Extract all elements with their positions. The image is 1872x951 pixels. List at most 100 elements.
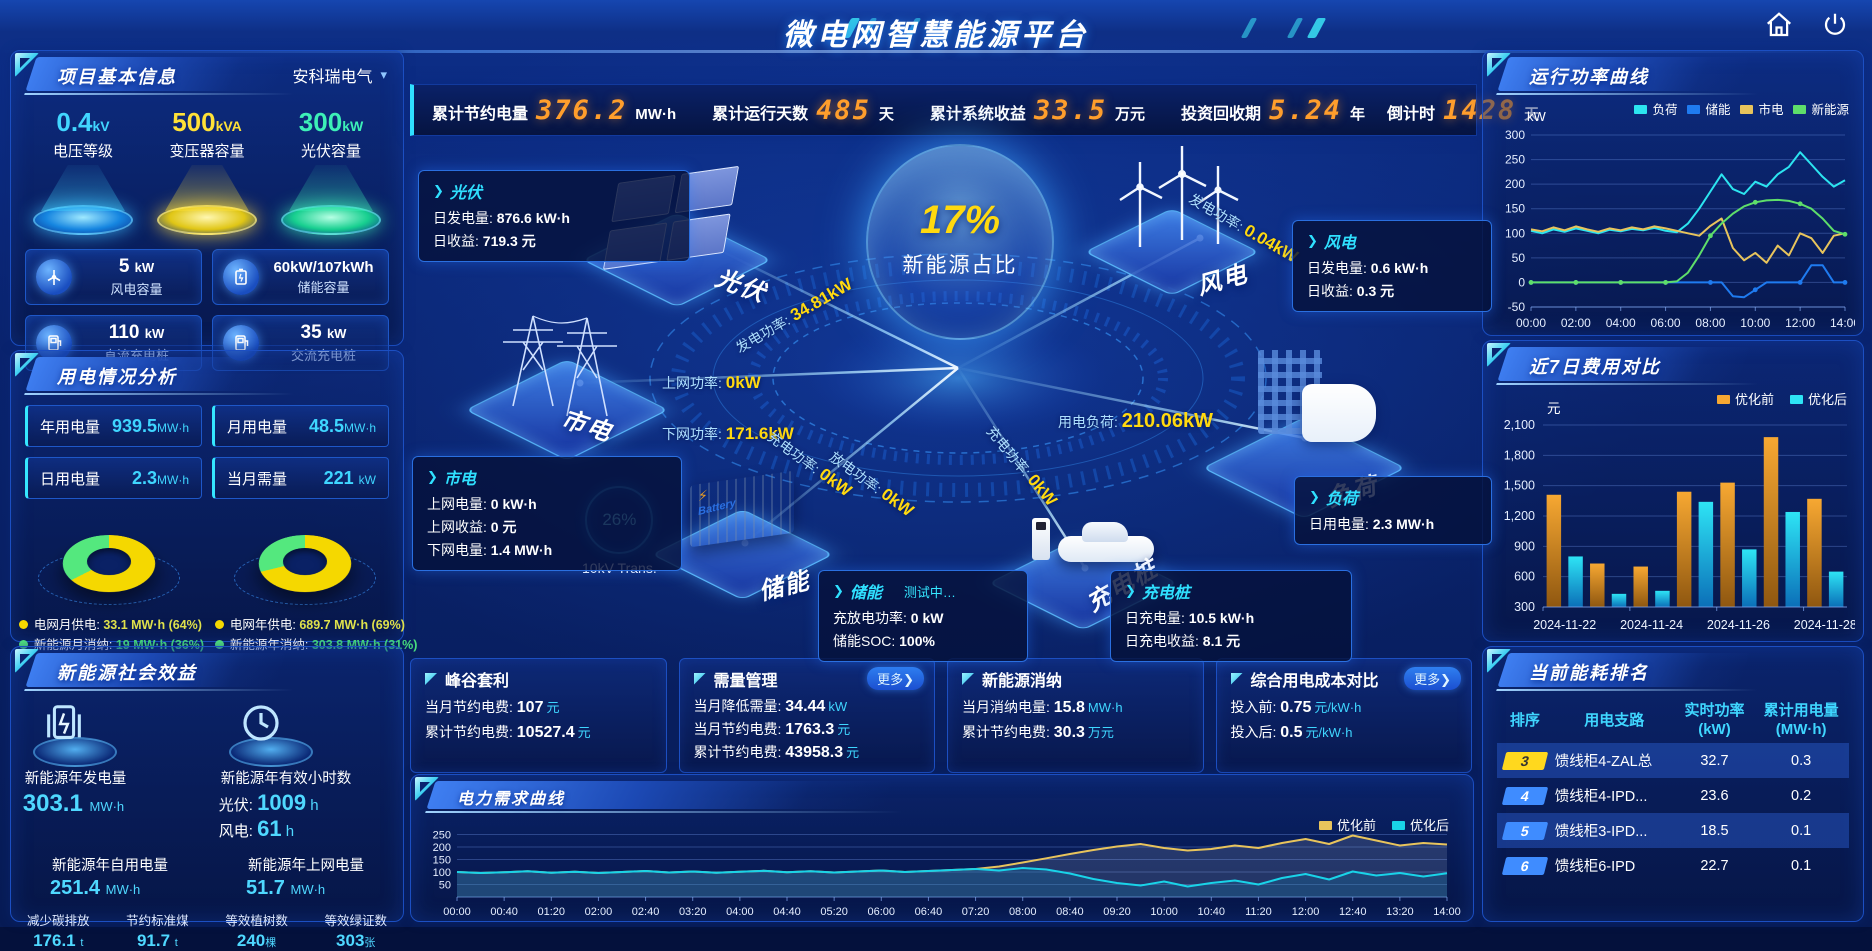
legend-item: 优化前 — [1716, 389, 1774, 408]
svg-text:04:40: 04:40 — [773, 906, 801, 918]
flow-to-grid-power: 上网功率: 0kW — [662, 373, 761, 392]
supply-donuts: 电网月供电: 33.1 MW·h (64%) 新能源月消纳: 19 MW·h (… — [11, 499, 417, 655]
svg-text:14:00: 14:00 — [1433, 906, 1461, 918]
panel-header: 项目基本信息 安科瑞电气 ▾ — [15, 53, 393, 91]
stat-year-usage: 年用电量 939.5MW·h — [25, 405, 202, 447]
legend-item: 市电 — [1740, 99, 1783, 118]
rank-badge: 3 — [1501, 751, 1549, 770]
panel-title: 新能源社会效益 — [57, 663, 197, 683]
svg-text:08:40: 08:40 — [1056, 906, 1084, 918]
wind-turbines-icon — [1110, 132, 1240, 257]
svg-text:06:00: 06:00 — [868, 906, 896, 918]
annual-generation: 新能源年发电量 303.1 MW·h — [23, 699, 195, 842]
card-cost-comparison: 综合用电成本对比 更多❯ 投入前: 0.75 元/kW·h 投入后: 0.5 元/k… — [1215, 658, 1472, 773]
svg-text:900: 900 — [1514, 539, 1535, 553]
transmission-tower-icon — [485, 286, 645, 431]
svg-text:05:20: 05:20 — [820, 906, 848, 918]
benefit-cards-row: 峰谷套利 当月节约电费: 107 元 累计节约电费: 10527.4 元 需量管理 … — [410, 658, 1472, 773]
generation-icon — [46, 705, 81, 739]
svg-text:100: 100 — [1505, 226, 1525, 240]
svg-text:1,800: 1,800 — [1504, 448, 1535, 462]
svg-text:00:00: 00:00 — [1516, 316, 1546, 330]
power-chart-legend: 负荷 储能 市电 新能源 — [1634, 99, 1849, 118]
wind-capacity-card: 5 kW 风电容量 — [25, 249, 202, 305]
panel-usage-analysis: 用电情况分析 年用电量 939.5MW·h 月用电量 48.5MW·h 日用电量 2.… — [10, 350, 417, 652]
svg-text:02:00: 02:00 — [585, 906, 613, 918]
col-energy: 累计用电量 (MW·h) — [1763, 702, 1839, 738]
svg-text:2024-11-26: 2024-11-26 — [1707, 618, 1770, 632]
svg-text:00:00: 00:00 — [443, 906, 471, 918]
battery-icon — [223, 259, 259, 295]
col-rank: 排序 — [1509, 711, 1540, 729]
more-button[interactable]: 更多❯ — [1404, 667, 1461, 690]
col-power: 实时功率 (kW) — [1684, 702, 1745, 738]
panel-demand-curve: 电力需求曲线 优化前 优化后 50 100 150 200 250 00:00 00:40 0… — [410, 774, 1474, 922]
chevron-right-icon: ❯ — [833, 583, 844, 598]
storage-info-card: ❯ 储能 测试中… 充放电功率: 0 kW 储能SOC: 100% — [818, 570, 1028, 662]
kpi-saved-energy: 累计节约电量 376.2 MW·h — [432, 94, 677, 126]
legend-item: 优化后 — [1789, 389, 1847, 408]
card-corner-icon — [962, 673, 974, 685]
stat-day-usage: 日用电量 2.3MW·h — [25, 457, 202, 499]
panel-project-info: 项目基本信息 安科瑞电气 ▾ 0.4kV 电压等级 500kVA 变压器容量 3… — [10, 50, 404, 371]
card-demand-management: 需量管理 更多❯ 当月降低需量: 34.44 kW 当月节约电费: 1763.3 元… — [678, 658, 935, 773]
renewable-share-sphere: 17% 新能源占比 — [866, 144, 1054, 340]
svg-text:300: 300 — [1505, 128, 1525, 142]
chevron-right-icon: ❯ — [1125, 583, 1136, 598]
legend-item: 电网月供电: 33.1 MW·h (64%) — [18, 615, 202, 635]
usage-stats: 年用电量 939.5MW·h 月用电量 48.5MW·h 日用电量 2.3MW·h 当… — [11, 393, 403, 499]
svg-text:01:20: 01:20 — [538, 906, 566, 918]
svg-text:2024-11-28: 2024-11-28 — [1794, 618, 1855, 632]
svg-text:600: 600 — [1514, 570, 1535, 584]
svg-text:11:20: 11:20 — [1245, 906, 1272, 918]
renewable-share-value: 17% — [919, 198, 1001, 242]
demand-chart-legend: 优化前 优化后 — [1318, 815, 1449, 834]
svg-text:-50: -50 — [1508, 300, 1526, 314]
svg-text:kW: kW — [453, 813, 471, 816]
more-button[interactable]: 更多❯ — [867, 667, 924, 690]
charger-info-card: ❯ 充电桩 日充电量: 10.5 kW·h 日充电收益: 8.1 元 — [1110, 570, 1352, 662]
home-icon[interactable] — [1764, 10, 1794, 40]
svg-text:09:20: 09:20 — [1103, 906, 1131, 918]
svg-text:04:00: 04:00 — [726, 906, 754, 918]
building-icon — [1258, 350, 1376, 442]
power-icon[interactable] — [1820, 10, 1850, 40]
load-info-card: ❯ 负荷 日用电量: 2.3 MW·h — [1294, 476, 1492, 545]
svg-text:13:20: 13:20 — [1386, 906, 1414, 918]
svg-text:50: 50 — [439, 880, 451, 892]
svg-text:2024-11-24: 2024-11-24 — [1620, 618, 1683, 632]
page-title: 微电网智慧能源平台 — [783, 19, 1089, 52]
company-selector[interactable]: 安科瑞电气 ▾ — [292, 63, 387, 87]
svg-text:12:40: 12:40 — [1339, 906, 1367, 918]
stat-month-demand: 当月需量 221 kW — [212, 457, 389, 499]
annual-to-grid: 新能源年上网电量 51.7 MW·h — [246, 858, 364, 899]
card-peak-valley-arbitrage: 峰谷套利 当月节约电费: 107 元 累计节约电费: 10527.4 元 — [410, 658, 667, 773]
title-decor-slash — [1286, 18, 1304, 38]
renewable-share-label: 新能源占比 — [902, 254, 1018, 277]
panel-title: 电力需求曲线 — [457, 791, 566, 808]
rank-badge: 4 — [1501, 786, 1549, 805]
chevron-right-icon: ❯ — [433, 183, 444, 198]
chevron-down-icon: ▾ — [380, 67, 387, 82]
cost-chart-legend: 优化前 优化后 — [1716, 389, 1847, 408]
table-row: 3 馈线柜4-ZAL总 32.7 0.3 — [1497, 743, 1849, 778]
storage-capacity-card: 60kW/107kWh 储能容量 — [212, 249, 389, 305]
card-corner-icon — [693, 673, 706, 685]
svg-text:12:00: 12:00 — [1292, 906, 1320, 918]
panel-header: 当前能耗排名 — [1487, 649, 1853, 687]
svg-text:04:00: 04:00 — [1606, 316, 1636, 330]
green-certs: 等效绿证数 303张 — [324, 914, 387, 950]
legend-item: 新能源 — [1793, 99, 1849, 118]
svg-text:10:00: 10:00 — [1740, 316, 1770, 330]
svg-text:250: 250 — [433, 830, 451, 842]
table-row: 6 馈线柜6-IPD 22.7 0.1 — [1497, 848, 1849, 883]
light-beam — [41, 165, 125, 211]
svg-text:50: 50 — [1512, 251, 1526, 265]
svg-text:150: 150 — [1505, 202, 1525, 216]
panel-energy-ranking: 当前能耗排名 排序 用电支路 实时功率 (kW) 累计用电量 (MW·h) 3 … — [1482, 646, 1864, 922]
glow-pedestal — [32, 737, 117, 767]
svg-text:02:40: 02:40 — [632, 906, 660, 918]
trees-equivalent: 等效植树数 240棵 — [225, 914, 288, 950]
svg-text:12:00: 12:00 — [1785, 316, 1815, 330]
